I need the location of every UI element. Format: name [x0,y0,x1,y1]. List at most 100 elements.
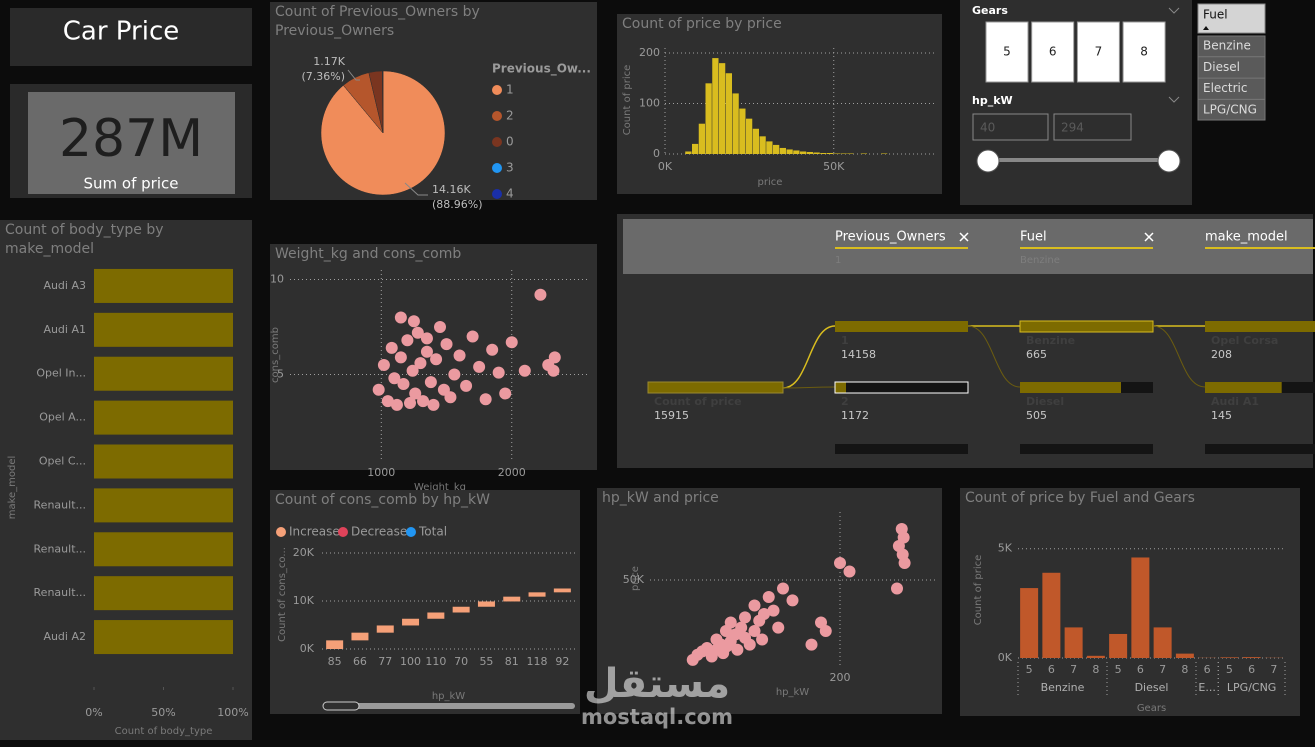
histogram-bar [773,144,780,154]
scatter-point [440,338,453,351]
slicer-button[interactable] [1122,21,1166,83]
range-input[interactable] [1053,113,1132,141]
node-value: 145 [1211,409,1232,422]
y-tick-label: Opel A... [39,411,86,424]
remove-icon [959,232,969,242]
panel [270,490,580,714]
scatter-point [397,378,410,390]
scatter-point [735,621,748,634]
scatter-point [453,349,466,362]
waterfall-bar [326,640,344,649]
scatter-point [434,321,446,333]
scatter-point [430,353,443,366]
dropdown-option[interactable]: Benzine [1203,39,1251,53]
histogram-bar [698,123,705,154]
node-label: Opel Corsa [1211,334,1278,347]
scatter-point [377,359,390,371]
y-axis-label: price [630,566,641,591]
kpi-label: Sum of price [84,175,179,193]
node-label: Audi A1 [1211,395,1259,408]
dropdown-option[interactable]: Diesel [1203,60,1240,74]
range-min: 40 [980,121,995,135]
legend-marker [492,163,502,173]
chart-title: Weight_kg and cons_comb [275,246,462,262]
bar [94,576,233,611]
x-axis-label: hp_kW [432,691,465,702]
dropdown[interactable] [1197,3,1266,34]
node-value: 665 [1026,348,1047,361]
title-box: Count of cons_comb by hp_kW [275,492,490,508]
histogram-bar [827,152,834,154]
dropdown-option[interactable]: LPG/CNG [1203,102,1257,116]
x-tick-label: 100% [217,706,248,719]
histogram-bar [793,150,800,154]
scatter-point [381,395,394,408]
bar [94,488,233,523]
bar [94,400,233,435]
slicer-button[interactable] [1031,21,1075,83]
legend-title: Previous_Ow... [492,62,591,77]
slider-handle[interactable] [1157,149,1181,173]
x-tick-label: 7 [1159,663,1166,676]
histogram-bar [725,73,732,154]
range-input[interactable] [972,113,1049,141]
legend-label: 4 [506,187,514,201]
x-tick-label: 7 [1070,663,1077,676]
waterfall-bar [427,612,445,619]
scatter-point [548,351,561,364]
chart-title: Count of cons_comb by hp_kW [275,492,490,508]
x-tick-label: 110 [425,655,446,668]
legend-marker [492,137,502,147]
histogram-bar [840,153,847,154]
legend-label: Total [418,525,447,539]
x-tick-label: 5 [1115,663,1122,676]
x-tick-label: 6 [1048,663,1055,676]
node-bar [648,382,783,393]
y-tick-label: 50K [623,573,645,586]
legend-marker [492,111,502,121]
title-box: Count of Previous_Owners by Previous_Own… [275,4,480,39]
node-label: Count of price [654,395,742,408]
histogram-bar [847,153,854,154]
scatter-point [739,611,751,624]
scatter-point [444,391,457,404]
histogram-bar [881,153,888,154]
slider-handle[interactable] [976,149,1000,173]
x-tick-label: 100 [400,655,421,668]
histogram-bar [692,143,699,154]
scatter-point [448,368,461,381]
scatter-point [748,599,761,612]
title-box: Count of price by price [622,16,782,32]
dropdown-title: Fuel [1203,8,1228,22]
level-name: make_model [1205,230,1288,245]
x-axis-label: hp_kW [776,687,809,698]
scatter-point [834,557,846,569]
scatter-point [417,395,430,408]
y-tick-label: 20K [293,546,315,559]
y-tick-label: Opel C... [39,455,86,468]
node-value: 505 [1026,409,1047,422]
x-tick-label: 200 [830,671,851,684]
x-tick-label: 92 [555,655,569,668]
slicer-button[interactable] [985,21,1029,83]
scatter-point [805,638,818,651]
data-label: 1.17K [313,55,345,68]
group-label: E... [1198,681,1215,694]
scatter-point [388,372,401,385]
y-tick-label: 0K [998,651,1013,664]
scatter-point [748,625,761,637]
slicer-button[interactable] [1076,21,1120,83]
scatter-point [891,582,903,595]
x-tick-label: 8 [1092,663,1099,676]
node-bar [1020,382,1121,393]
waterfall-bar [528,592,546,597]
waterfall-bar [503,596,521,602]
bar [94,620,233,655]
y-tick-label: 10K [293,594,315,607]
chart-title: Count of price by Fuel and Gears [965,490,1195,506]
column-bar [1220,657,1239,658]
column-bar [1064,627,1083,658]
level-name: Previous_Owners [835,230,946,245]
dropdown-option[interactable]: Electric [1203,81,1247,95]
